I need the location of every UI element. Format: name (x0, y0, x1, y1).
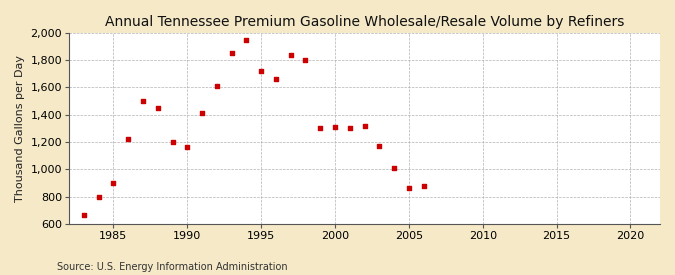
Point (108, 181, 119, 185)
Point (344, 126, 355, 131)
Point (78, 213, 89, 217)
Text: Source: U.S. Energy Information Administration: Source: U.S. Energy Information Administ… (57, 262, 288, 272)
Point (196, 111, 207, 116)
Point (389, 166, 400, 170)
Point (226, 51, 237, 56)
Point (211, 84, 222, 88)
Point (271, 77, 281, 81)
Point (329, 125, 340, 129)
Point (93, 194, 104, 199)
Point (418, 183, 429, 188)
Point (404, 186, 414, 191)
Point (182, 145, 192, 150)
Point (138, 99, 148, 103)
Point (359, 123, 370, 128)
Point (153, 106, 163, 110)
Title: Annual Tennessee Premium Gasoline Wholesale/Resale Volume by Refiners: Annual Tennessee Premium Gasoline Wholes… (105, 15, 624, 29)
Point (315, 126, 325, 131)
Point (167, 140, 178, 144)
Point (374, 144, 385, 148)
Y-axis label: Thousand Gallons per Day: Thousand Gallons per Day (15, 55, 25, 202)
Point (256, 69, 267, 73)
Point (241, 38, 252, 42)
Point (123, 137, 134, 141)
Point (286, 53, 296, 57)
Point (300, 58, 311, 62)
